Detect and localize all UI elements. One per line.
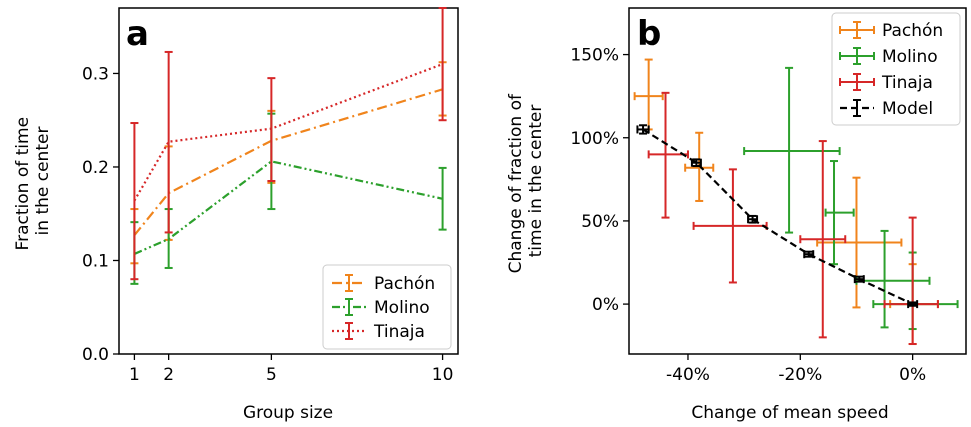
panel-a-letter: a (126, 14, 149, 54)
panel-a-x-axis-label: Group size (243, 403, 333, 423)
panel-b-plot-frame (628, 7, 967, 355)
panel-a-y-axis-label-line-1: Fraction of time (13, 117, 33, 250)
panel-b-x-axis: -40% -20% 0% (666, 354, 926, 385)
panel-a-series-molino (130, 112, 447, 285)
panel-b-y-tick-label: 150% (570, 46, 619, 66)
panel-a-x-tick-label: 2 (163, 365, 174, 385)
panel-a-series (130, 7, 447, 285)
panel-b-model-line (642, 128, 914, 306)
panel-a-series-tinaja (130, 7, 447, 281)
panel-b-x-tick-label: 0% (899, 365, 926, 385)
panel-a-y-tick-label: 0.3 (82, 64, 109, 84)
panel-b-y-tick-label: 50% (581, 212, 619, 232)
panel-a-legend-label: Pachón (374, 274, 435, 294)
panel-b-series-model (636, 124, 919, 309)
panel-b-legend-box (831, 12, 961, 126)
panel-a-y-axis-label: Fraction of time in the center (13, 112, 53, 251)
panel-a-y-tick-label: 0.1 (82, 251, 109, 271)
panel-a-x-tick-label: 10 (432, 365, 454, 385)
panel-b-y-axis-label-line-1: Change of fraction of (506, 93, 526, 273)
panel-a-plot-frame (118, 7, 459, 355)
panel-a: a 0.0 0.1 0.2 0.3 1 2 5 10 Group size Fraction… (13, 7, 459, 423)
panel-a-x-axis: 1 2 5 10 (129, 354, 453, 385)
panel-a-y-axis-label-line-2: in the center (33, 127, 53, 236)
panel-b-x-tick-label: -20% (778, 365, 822, 385)
panel-a-legend-box (322, 264, 452, 350)
panel-b-y-axis-label: Change of fraction of time in the center (506, 89, 546, 274)
panel-b-legend-label: Pachón (882, 21, 943, 41)
panel-b-legend-label: Tinaja (881, 73, 933, 93)
panel-b-legend-label: Model (882, 99, 933, 119)
panel-b-series-tinaja (647, 91, 939, 346)
panel-b-y-axis-label-line-2: time in the center (526, 105, 546, 258)
panel-b-y-tick-label: 0% (592, 295, 619, 315)
panel-a-y-tick-label: 0.0 (82, 345, 109, 365)
panel-b-y-tick-label: 100% (570, 129, 619, 149)
panel-a-series-line (133, 88, 443, 236)
panel-a-series-line (133, 63, 443, 202)
panel-b-letter: b (637, 14, 661, 54)
panel-b: b 0% 50% 100% 150% -40% -20% 0% Change of mea… (506, 7, 967, 423)
panel-a-legend: Pachón Molino Tinaja (322, 264, 452, 350)
panel-b-legend-label: Molino (882, 47, 938, 67)
panel-b-series (633, 58, 959, 346)
panel-a-legend-label: Tinaja (373, 322, 425, 342)
panel-b-x-tick-label: -40% (666, 365, 710, 385)
panel-a-x-tick-label: 1 (129, 365, 140, 385)
panel-a-y-axis: 0.0 0.1 0.2 0.3 (82, 64, 119, 365)
panel-a-series-line (133, 160, 443, 255)
panel-b-legend: Pachón Molino Tinaja Model (831, 12, 961, 126)
panel-b-x-axis-label: Change of mean speed (691, 403, 888, 423)
panel-a-x-tick-label: 5 (266, 365, 277, 385)
panel-a-y-tick-label: 0.2 (82, 158, 109, 178)
panel-b-y-axis: 0% 50% 100% 150% (570, 46, 629, 315)
panel-a-legend-label: Molino (374, 298, 430, 318)
